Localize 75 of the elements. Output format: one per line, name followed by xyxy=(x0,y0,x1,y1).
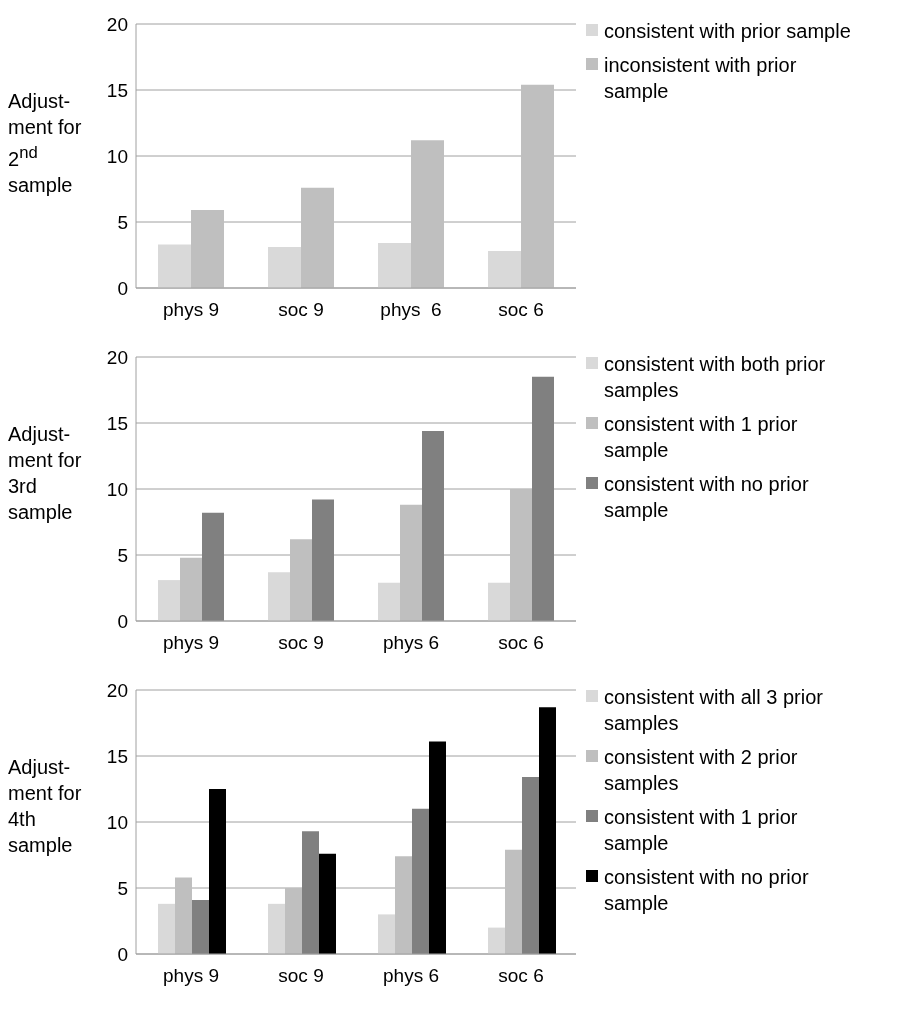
legend-label: consistent with all 3 prior samples xyxy=(604,685,824,736)
bar xyxy=(412,808,429,954)
y-tick-label: 20 xyxy=(106,13,128,35)
bar xyxy=(488,582,510,621)
bar xyxy=(422,430,444,621)
y-axis-title: Adjust-ment for 3rd sample xyxy=(8,422,83,525)
bar xyxy=(510,489,532,621)
y-tick-label: 0 xyxy=(117,610,128,632)
legend-label: consistent with 1 prior sample xyxy=(604,412,799,463)
bar xyxy=(378,243,411,288)
bar xyxy=(268,903,285,954)
bar xyxy=(488,927,505,954)
x-tick-label: soc 9 xyxy=(278,299,324,320)
bar xyxy=(158,580,180,621)
bar xyxy=(290,539,312,621)
x-tick-label: soc 6 xyxy=(498,965,544,986)
bar xyxy=(209,789,226,954)
y-tick-label: 20 xyxy=(106,679,128,701)
x-tick-label: soc 9 xyxy=(278,965,324,986)
bar xyxy=(268,572,290,621)
bar xyxy=(532,376,554,621)
bar xyxy=(158,244,191,288)
bar xyxy=(192,899,209,954)
bar xyxy=(312,499,334,621)
bar xyxy=(378,914,395,954)
y-tick-label: 5 xyxy=(117,544,128,566)
legend-label: inconsistent with prior sample xyxy=(604,53,798,104)
y-tick-label: 10 xyxy=(106,811,128,833)
x-tick-label: phys 6 xyxy=(383,965,439,986)
bar xyxy=(202,512,224,621)
legend-label: consistent with both prior samples xyxy=(604,352,827,403)
x-tick-label: phys 6 xyxy=(383,632,439,653)
y-axis-title: Adjust-ment for 4th sample xyxy=(8,755,83,858)
y-tick-label: 15 xyxy=(106,79,128,101)
x-tick-label: phys 9 xyxy=(163,299,219,320)
bar xyxy=(319,853,336,954)
bar xyxy=(521,84,554,288)
y-axis-title: Adjust-ment for 2$^{nd}$ sample xyxy=(8,89,83,198)
y-tick-label: 0 xyxy=(117,277,128,299)
bar xyxy=(175,877,192,954)
bar xyxy=(505,849,522,954)
y-tick-label: 15 xyxy=(106,745,128,767)
y-tick-label: 0 xyxy=(117,943,128,965)
bar xyxy=(395,856,412,954)
bar xyxy=(302,831,319,954)
y-tick-label: 10 xyxy=(106,145,128,167)
bar xyxy=(488,251,521,288)
bar xyxy=(539,707,556,954)
y-tick-label: 5 xyxy=(117,877,128,899)
x-tick-label: phys 9 xyxy=(163,632,219,653)
legend-label: consistent with 2 prior samples xyxy=(604,745,799,796)
bar xyxy=(522,777,539,954)
bar xyxy=(180,557,202,621)
legend-label: consistent with no prior sample xyxy=(604,472,810,523)
bar xyxy=(378,582,400,621)
x-tick-label: soc 9 xyxy=(278,632,324,653)
bar xyxy=(158,903,175,954)
y-tick-label: 20 xyxy=(106,346,128,368)
bar xyxy=(301,187,334,288)
x-tick-label: soc 6 xyxy=(498,299,544,320)
legend-label: consistent with 1 prior sample xyxy=(604,805,799,856)
legend-label: consistent with prior sample xyxy=(604,19,852,44)
bar xyxy=(268,247,301,288)
legend-label: consistent with no prior sample xyxy=(604,865,810,916)
bar xyxy=(191,210,224,288)
x-tick-label: soc 6 xyxy=(498,632,544,653)
bar xyxy=(429,741,446,954)
bar xyxy=(411,140,444,288)
x-tick-label: phys 6 xyxy=(380,299,442,320)
x-tick-label: phys 9 xyxy=(163,965,219,986)
bar xyxy=(400,504,422,621)
bar xyxy=(285,888,302,954)
y-tick-label: 10 xyxy=(106,478,128,500)
y-tick-label: 5 xyxy=(117,211,128,233)
y-tick-label: 15 xyxy=(106,412,128,434)
